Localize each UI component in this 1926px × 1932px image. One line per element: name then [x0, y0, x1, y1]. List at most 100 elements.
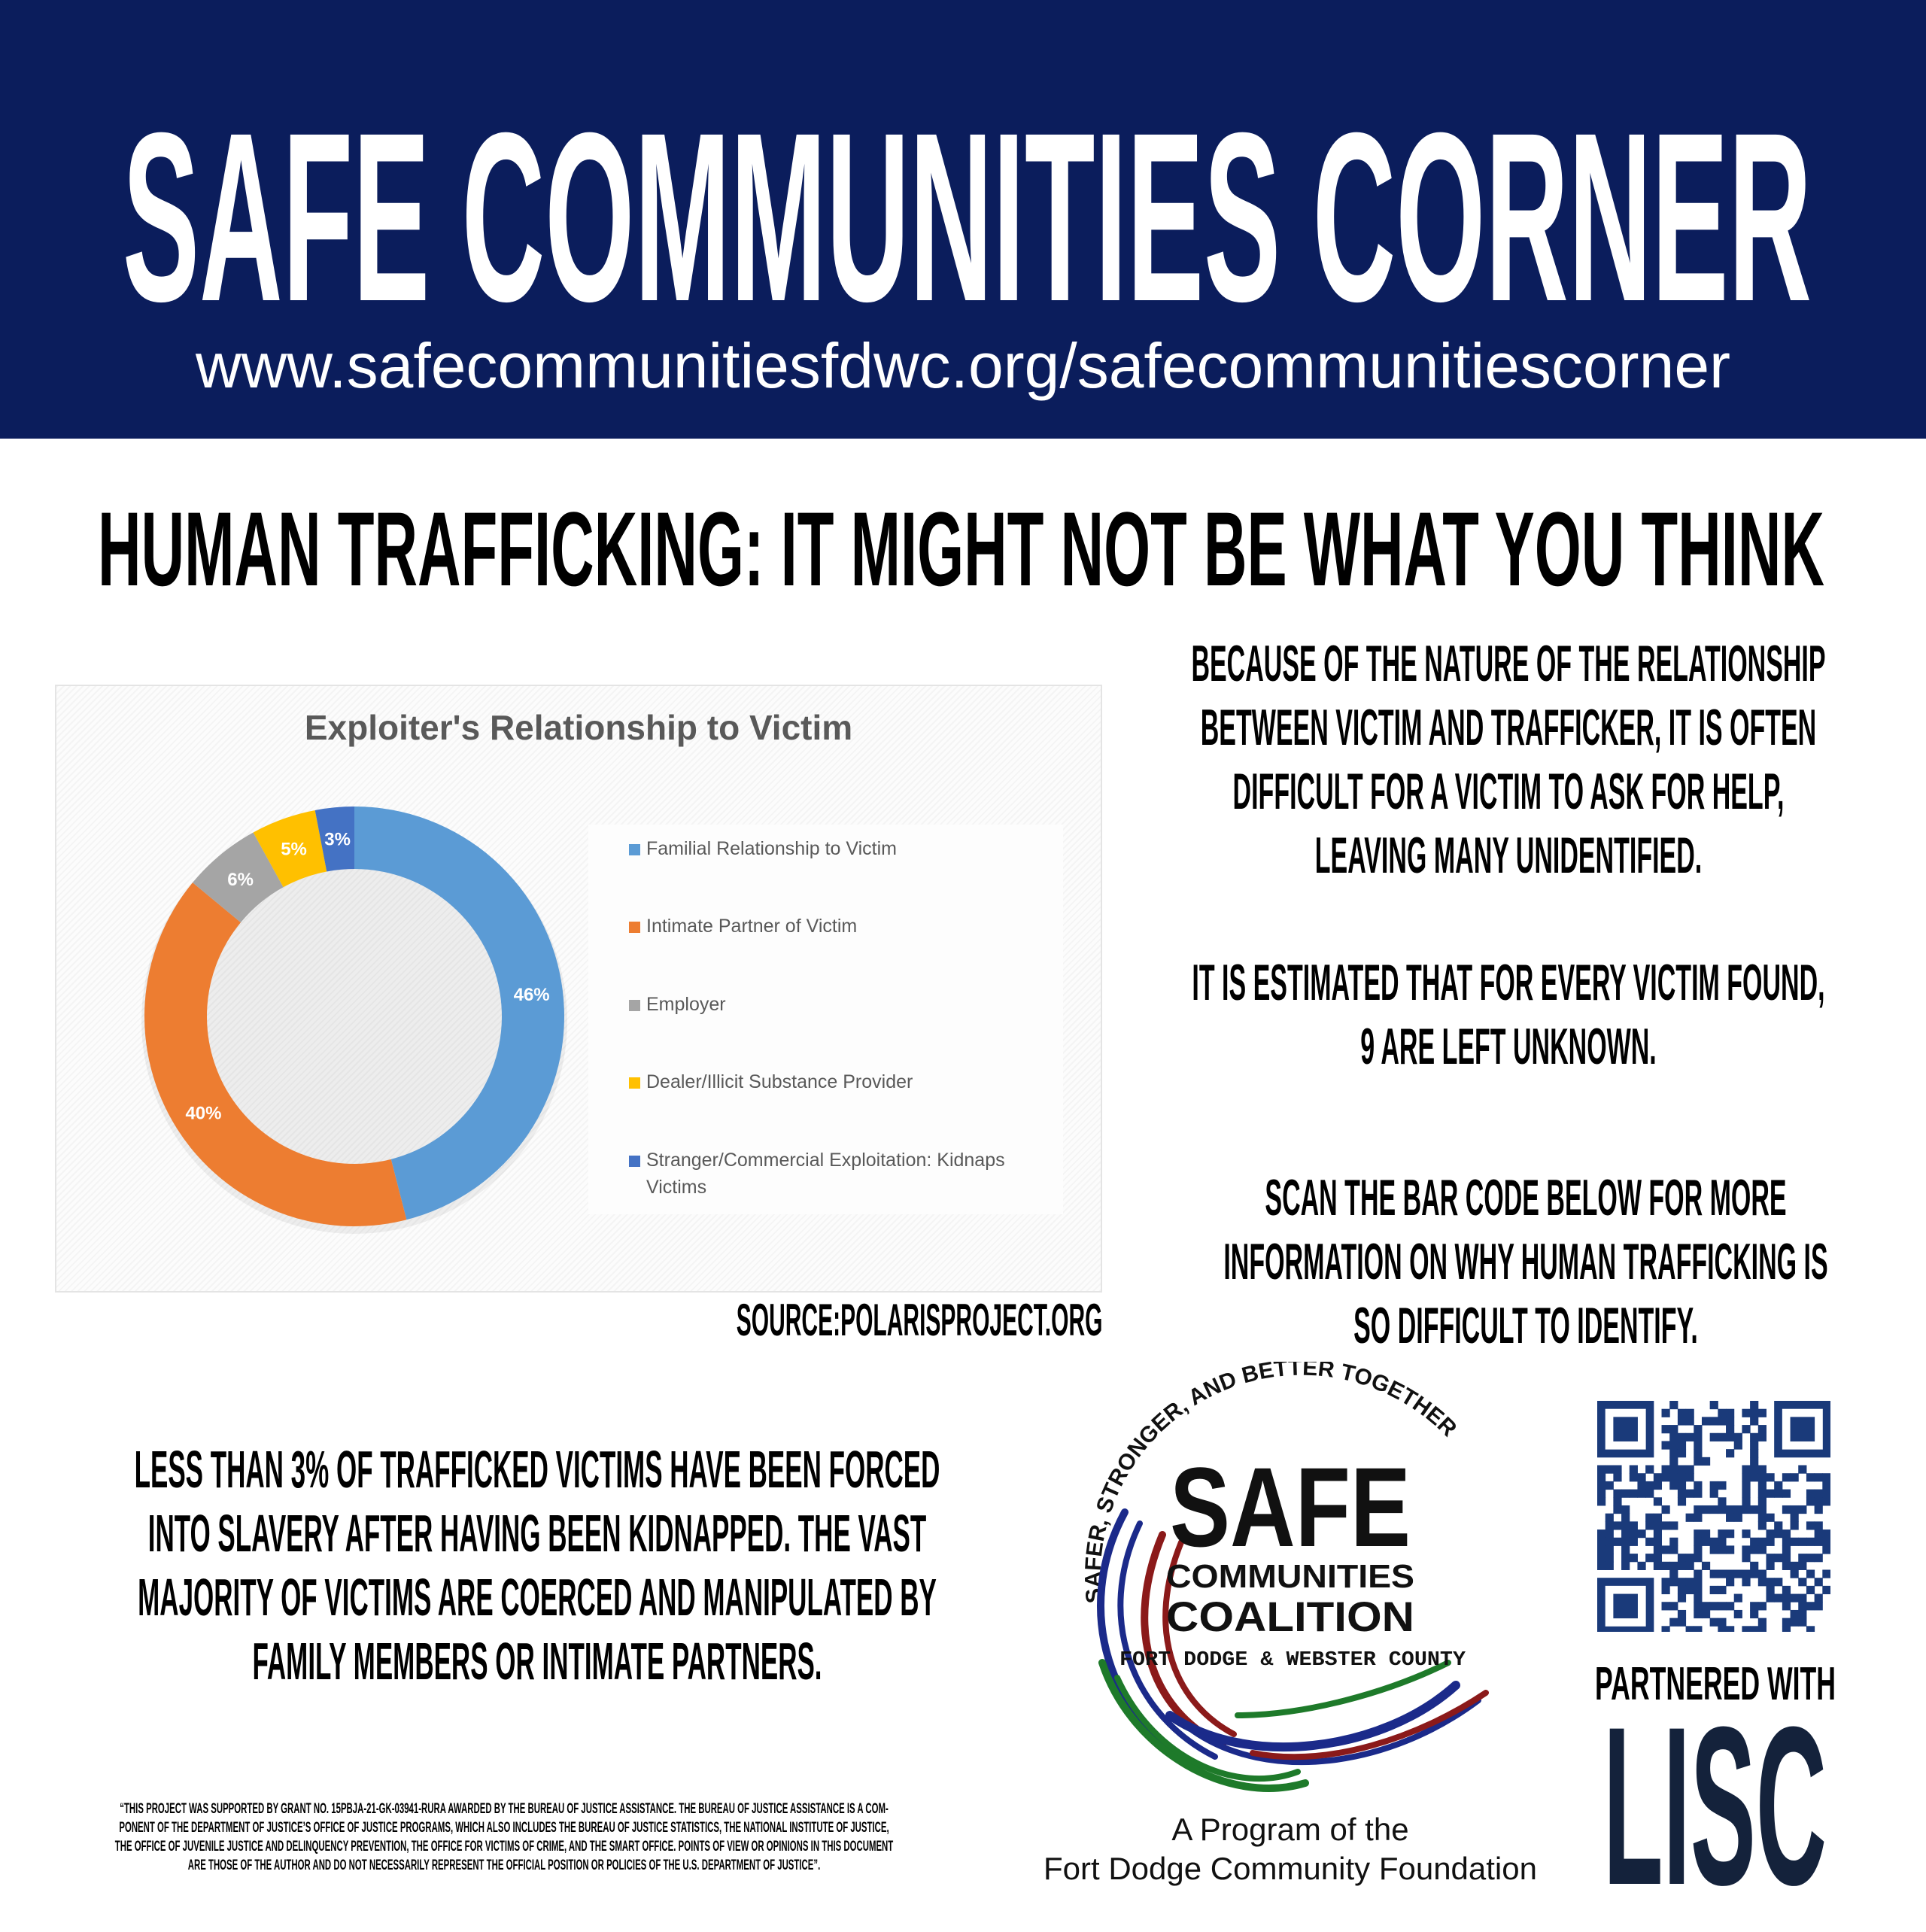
qr-module: [1750, 1441, 1759, 1450]
qr-module: [1757, 1545, 1767, 1554]
text-line: IT IS ESTIMATED THAT FOR EVERY VICTIM FO…: [1192, 954, 1825, 1011]
legend-item: Intimate Partner of Victim: [629, 913, 1050, 940]
logo-location: FORT DODGE & WEBSTER COUNTY: [1119, 1649, 1466, 1672]
qr-module: [1677, 1441, 1687, 1450]
qr-module: [1685, 1408, 1694, 1417]
qr-module: [1718, 1545, 1727, 1554]
paragraph-estimate: IT IS ESTIMATED THAT FOR EVERY VICTIM FO…: [1095, 951, 1922, 1079]
qr-module: [1613, 1497, 1622, 1506]
qr-module: [1653, 1561, 1663, 1570]
qr-module: [1782, 1585, 1791, 1595]
qr-module: [1782, 1618, 1791, 1627]
qr-module: [1597, 1481, 1606, 1490]
qr-module: [1814, 1602, 1823, 1611]
qr-module: [1766, 1530, 1775, 1539]
qr-module: [1750, 1626, 1759, 1632]
qr-module: [1694, 1537, 1703, 1546]
qr-module: [1637, 1489, 1646, 1498]
qr-module: [1718, 1417, 1727, 1426]
text-line: DIFFICULT FOR A VICTIM TO ASK FOR HELP,: [1232, 763, 1785, 820]
qr-module: [1806, 1554, 1815, 1563]
qr-module: [1718, 1569, 1727, 1578]
qr-module: [1685, 1626, 1694, 1632]
qr-module: [1597, 1561, 1606, 1570]
qr-module: [1814, 1505, 1823, 1514]
qr-module: [1742, 1465, 1751, 1474]
qr-module: [1790, 1537, 1799, 1546]
qr-module: [1629, 1489, 1638, 1498]
program-line-1: A Program of the: [1171, 1812, 1409, 1847]
qr-module: [1757, 1505, 1767, 1514]
qr-module: [1677, 1497, 1687, 1506]
paragraph-scan: SCAN THE BAR CODE BELOW FOR MORE INFORMA…: [1112, 1166, 1926, 1358]
legend-label: Intimate Partner of Victim: [646, 916, 858, 937]
qr-module: [1685, 1554, 1694, 1563]
qr-module: [1709, 1489, 1718, 1498]
qr-module: [1613, 1473, 1622, 1482]
qr-module: [1694, 1432, 1703, 1441]
qr-module: [1757, 1513, 1767, 1522]
qr-module: [1757, 1618, 1767, 1627]
qr-module: [1750, 1457, 1759, 1466]
qr-module: [1621, 1505, 1630, 1514]
qr-module: [1742, 1489, 1751, 1498]
qr-module: [1669, 1465, 1678, 1474]
grant-disclaimer: “THIS PROJECT WAS SUPPORTED BY GRANT NO.…: [98, 1800, 910, 1875]
qr-module: [1605, 1481, 1614, 1490]
qr-module: [1645, 1481, 1654, 1490]
chart-legend: Familial Relationship to Victim Intimate…: [588, 825, 1063, 1214]
qr-module: [1709, 1618, 1718, 1627]
chart-panel: Exploiter's Relationship to Victim 46% 40…: [55, 685, 1102, 1293]
qr-module: [1806, 1473, 1815, 1482]
qr-module: [1718, 1408, 1727, 1417]
qr-module: [1629, 1473, 1638, 1482]
qr-module: [1653, 1537, 1663, 1546]
legend-label: Dealer/Illicit Substance Provider: [646, 1071, 913, 1092]
qr-module: [1677, 1432, 1687, 1441]
qr-module: [1605, 1561, 1614, 1570]
qr-module: [1677, 1585, 1687, 1595]
qr-module: [1750, 1537, 1759, 1546]
qr-module: [1613, 1537, 1622, 1546]
data-label: 40%: [185, 1103, 221, 1123]
qr-module: [1709, 1481, 1718, 1490]
qr-module: [1694, 1530, 1703, 1539]
qr-module: [1742, 1578, 1751, 1587]
qr-module: [1726, 1545, 1735, 1554]
qr-module: [1718, 1618, 1727, 1627]
qr-module: [1757, 1578, 1767, 1587]
text-line: MAJORITY OF VICTIMS ARE COERCED AND MANI…: [138, 1568, 937, 1627]
qr-module: [1669, 1481, 1678, 1490]
qr-module: [1669, 1618, 1678, 1627]
qr-module: [1709, 1401, 1718, 1410]
partnered-with-label: PARTNERED WITH: [1595, 1658, 1836, 1710]
lisc-logo: LISC: [1603, 1679, 1827, 1932]
qr-module: [1669, 1449, 1678, 1458]
qr-module: [1709, 1432, 1718, 1441]
qr-module: [1613, 1593, 1638, 1619]
qr-module: [1718, 1505, 1727, 1514]
site-url-link[interactable]: www.safecommunitiesfdwc.org/safecommunit…: [195, 330, 1731, 401]
qr-module: [1726, 1408, 1735, 1417]
qr-module: [1661, 1626, 1670, 1632]
chart-title: Exploiter's Relationship to Victim: [304, 708, 853, 747]
qr-module: [1798, 1561, 1807, 1570]
qr-module: [1782, 1530, 1791, 1539]
qr-module: [1774, 1554, 1783, 1563]
qr-module: [1742, 1473, 1751, 1482]
qr-module: [1742, 1545, 1751, 1554]
qr-module: [1597, 1537, 1606, 1546]
qr-module: [1742, 1425, 1751, 1434]
donut-slice-2: [144, 882, 407, 1226]
data-label: 5%: [281, 840, 307, 860]
text-line: INFORMATION ON WHY HUMAN TRAFFICKING IS: [1223, 1233, 1828, 1290]
qr-module: [1694, 1505, 1703, 1514]
qr-module: [1757, 1521, 1767, 1530]
qr-module: [1790, 1561, 1799, 1570]
qr-module: [1613, 1521, 1622, 1530]
qr-module: [1597, 1530, 1606, 1539]
qr-code[interactable]: [1597, 1401, 1830, 1632]
qr-module: [1766, 1473, 1775, 1482]
qr-module: [1757, 1473, 1767, 1482]
qr-module: [1613, 1489, 1622, 1498]
